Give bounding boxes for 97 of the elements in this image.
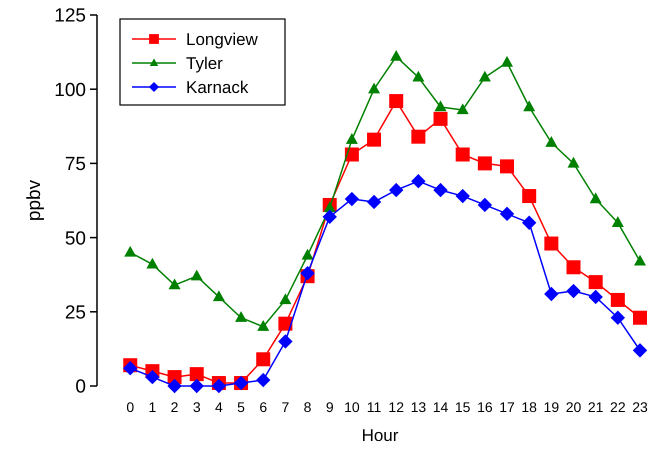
- x-tick-label: 8: [304, 399, 312, 415]
- x-tick-label: 1: [148, 399, 157, 415]
- x-tick-label: 11: [366, 399, 382, 415]
- point: [123, 360, 138, 376]
- point: [145, 370, 160, 384]
- point: [322, 210, 337, 224]
- point: [168, 278, 181, 290]
- x-tick-label: 4: [215, 399, 223, 415]
- point: [455, 188, 470, 204]
- point: [300, 266, 315, 280]
- point: [368, 82, 380, 94]
- point: [588, 275, 603, 290]
- point: [278, 316, 292, 331]
- point: [566, 260, 581, 274]
- y-tick-label: 50: [64, 228, 86, 250]
- point: [632, 343, 648, 358]
- point: [278, 334, 293, 349]
- point: [500, 206, 514, 222]
- y-axis-title: ppbv: [24, 179, 45, 222]
- y-tick-label: 100: [54, 80, 86, 101]
- point: [544, 286, 559, 302]
- point: [633, 310, 647, 325]
- point: [610, 310, 626, 325]
- point: [568, 156, 580, 168]
- point: [256, 352, 270, 366]
- x-tick-label: 12: [388, 399, 404, 415]
- point: [566, 284, 581, 298]
- point: [456, 103, 469, 114]
- point: [346, 133, 358, 144]
- point: [124, 246, 136, 257]
- point: [544, 236, 558, 251]
- x-tick-label: 22: [610, 399, 626, 415]
- point: [390, 50, 402, 61]
- point: [456, 147, 470, 162]
- y-tick-label: 0: [75, 376, 86, 398]
- point: [389, 94, 404, 108]
- point: [478, 156, 492, 170]
- x-tick-label: 7: [281, 399, 290, 415]
- x-tick-label: 20: [566, 399, 582, 415]
- x-tick-label: 9: [326, 399, 334, 415]
- y-tick-label: 25: [64, 302, 86, 324]
- point: [434, 100, 447, 112]
- point: [612, 216, 624, 227]
- point: [522, 189, 536, 204]
- x-tick-label: 23: [632, 399, 648, 415]
- x-tick-label: 13: [410, 399, 426, 415]
- x-tick-label: 15: [454, 399, 471, 415]
- legend-label: Longview: [186, 30, 259, 49]
- point: [279, 293, 292, 304]
- point: [212, 378, 226, 394]
- x-tick-label: 6: [259, 399, 268, 415]
- x-tick-label: 18: [521, 399, 538, 415]
- point: [433, 182, 448, 198]
- point: [412, 70, 424, 82]
- point: [523, 100, 536, 112]
- point: [522, 216, 536, 230]
- point: [257, 320, 270, 331]
- point: [590, 192, 602, 204]
- x-tick-label: 21: [588, 399, 604, 415]
- x-tick-label: 2: [170, 399, 179, 415]
- point: [344, 192, 360, 206]
- legend-label: Karnack: [186, 78, 249, 97]
- point: [411, 174, 426, 188]
- point: [634, 254, 646, 266]
- y-tick-label: 75: [64, 154, 86, 176]
- point: [478, 70, 491, 82]
- point: [500, 159, 514, 174]
- point: [146, 258, 158, 269]
- x-tick-label: 5: [237, 399, 246, 415]
- point: [411, 130, 426, 144]
- x-axis-title: Hour: [362, 426, 399, 445]
- x-tick-label: 14: [432, 399, 449, 415]
- point: [190, 270, 203, 280]
- x-tick-label: 17: [499, 399, 516, 415]
- y-tick-label: 125: [54, 6, 86, 27]
- point: [545, 136, 558, 147]
- point: [190, 378, 204, 394]
- point: [501, 56, 514, 67]
- point: [235, 311, 248, 322]
- x-tick-label: 10: [344, 399, 360, 415]
- point: [389, 182, 404, 198]
- point: [610, 292, 625, 307]
- point: [302, 248, 314, 260]
- point: [167, 378, 182, 394]
- point: [367, 132, 382, 147]
- x-tick-label: 19: [544, 399, 560, 415]
- x-tick-label: 3: [192, 399, 201, 415]
- point: [588, 290, 603, 304]
- point: [256, 372, 270, 388]
- x-tick-label: 16: [477, 399, 493, 415]
- legend-label: Tyler: [186, 54, 224, 73]
- point: [434, 112, 448, 126]
- point: [478, 198, 492, 212]
- x-tick-label: 0: [126, 399, 134, 415]
- point: [212, 290, 225, 302]
- point: [366, 194, 382, 210]
- point: [190, 367, 204, 382]
